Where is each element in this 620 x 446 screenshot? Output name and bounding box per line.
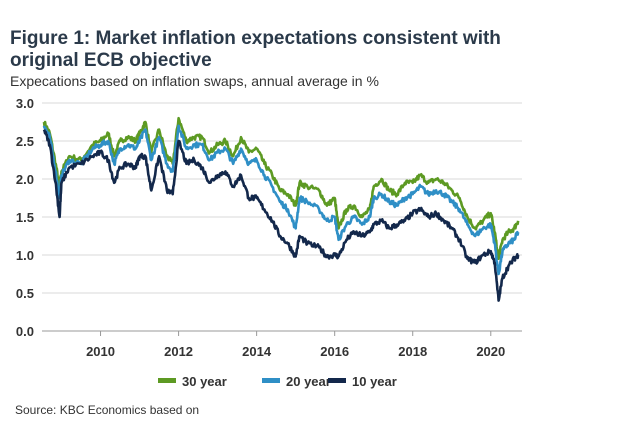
chart-subtitle: Expecations based on inflation swaps, an…	[10, 73, 379, 89]
legend-label: 20 year	[286, 374, 331, 389]
y-tick-label: 2.0	[16, 172, 34, 187]
legend: 30 year 20 year 10 year	[158, 374, 397, 389]
legend-swatch	[158, 378, 176, 383]
series-line-10-year	[42, 129, 520, 302]
y-tick-label: 0.0	[16, 324, 34, 339]
legend-swatch	[262, 378, 280, 383]
legend-label: 30 year	[182, 374, 227, 389]
source-note: Source: KBC Economics based on	[15, 403, 200, 417]
x-tick-label: 2016	[320, 344, 349, 359]
series-line-20-year	[42, 124, 520, 276]
y-tick-label: 1.0	[16, 248, 34, 263]
y-tick-label: 3.0	[16, 96, 34, 111]
series-lines	[42, 116, 520, 302]
y-tick-label: 1.5	[16, 210, 34, 225]
y-tick-label: 0.5	[16, 286, 34, 301]
series-line-30-year	[42, 116, 520, 261]
legend-label: 10 year	[352, 374, 397, 389]
page-title: Figure 1: Market inflation expectations …	[10, 28, 501, 71]
y-axis-ticks: 0.0 0.5 1.0 1.5 2.0 2.5 3.0	[16, 96, 34, 339]
x-tick-label: 2010	[86, 344, 115, 359]
x-tick-label: 2018	[398, 344, 427, 359]
legend-swatch	[328, 378, 346, 383]
x-tick-label: 2012	[164, 344, 193, 359]
x-tick-label: 2014	[242, 344, 272, 359]
y-tick-label: 2.5	[16, 134, 34, 149]
x-axis-ticks: 2010 2012 2014 2016 2018 2020	[86, 331, 505, 359]
x-tick-label: 2020	[476, 344, 505, 359]
